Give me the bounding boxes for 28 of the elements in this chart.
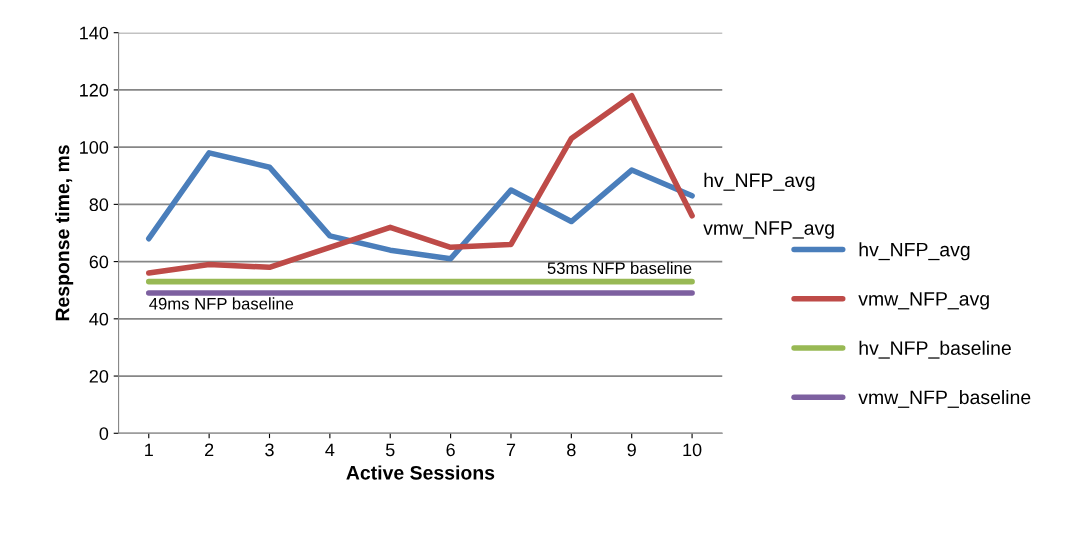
y-tick-label: 60 (89, 255, 109, 269)
annotation: 49ms NFP baseline (149, 297, 294, 310)
x-tick-label: 7 (506, 443, 516, 457)
legend-label: hv_NFP_baseline (859, 340, 1011, 359)
annotation: 53ms NFP baseline (547, 261, 692, 275)
x-tick-label: 10 (683, 443, 702, 457)
legend-label: vmw_NFP_avg (858, 292, 989, 310)
legend-label: vmw_NFP_baseline (858, 389, 1031, 408)
annotation: hv_NFP_avg (704, 172, 815, 191)
x-tick-label: 4 (325, 443, 335, 457)
y-tick-label: 100 (80, 141, 109, 154)
y-tick-label: 120 (80, 83, 109, 97)
y-tick-label: 80 (89, 198, 109, 212)
annotation: vmw_NFP_avg (703, 221, 834, 239)
x-tick-label: 8 (567, 443, 576, 457)
y-tick-label: 40 (89, 312, 109, 326)
x-tick-label: 1 (145, 443, 153, 457)
x-tick-label: 9 (627, 443, 636, 457)
x-axis-title: Active Sessions (346, 465, 495, 480)
y-tick-label: 0 (99, 427, 109, 440)
x-tick-label: 6 (446, 443, 455, 457)
y-tick-label: 140 (80, 26, 109, 40)
y-tick-label: 20 (89, 369, 109, 383)
x-tick-label: 2 (205, 443, 214, 457)
y-axis-title: Response time, ms (55, 145, 74, 321)
x-tick-label: 5 (385, 443, 395, 457)
legend-label: hv_NFP_avg (859, 242, 970, 261)
x-tick-label: 3 (265, 443, 274, 457)
